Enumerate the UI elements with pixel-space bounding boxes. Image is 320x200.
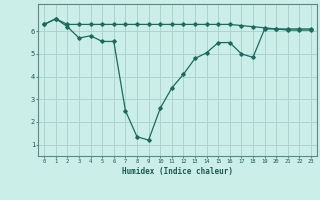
X-axis label: Humidex (Indice chaleur): Humidex (Indice chaleur) — [122, 167, 233, 176]
